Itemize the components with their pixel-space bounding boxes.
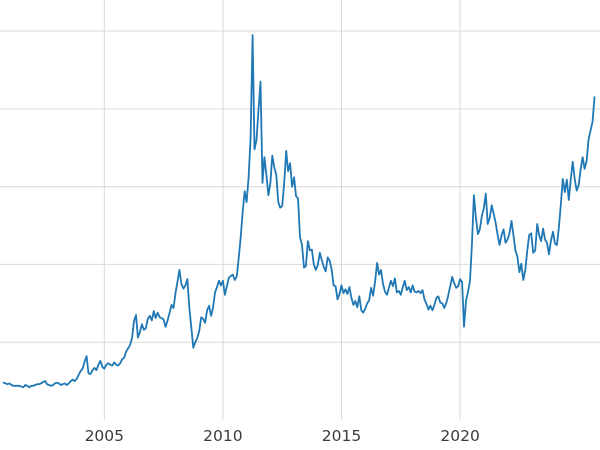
- x-tick-label: 2015: [322, 427, 361, 445]
- x-tick-label: 2010: [203, 427, 242, 445]
- x-tick-label: 2005: [85, 427, 124, 445]
- price-line: [2, 34, 596, 389]
- x-tick-label: 2020: [440, 427, 479, 445]
